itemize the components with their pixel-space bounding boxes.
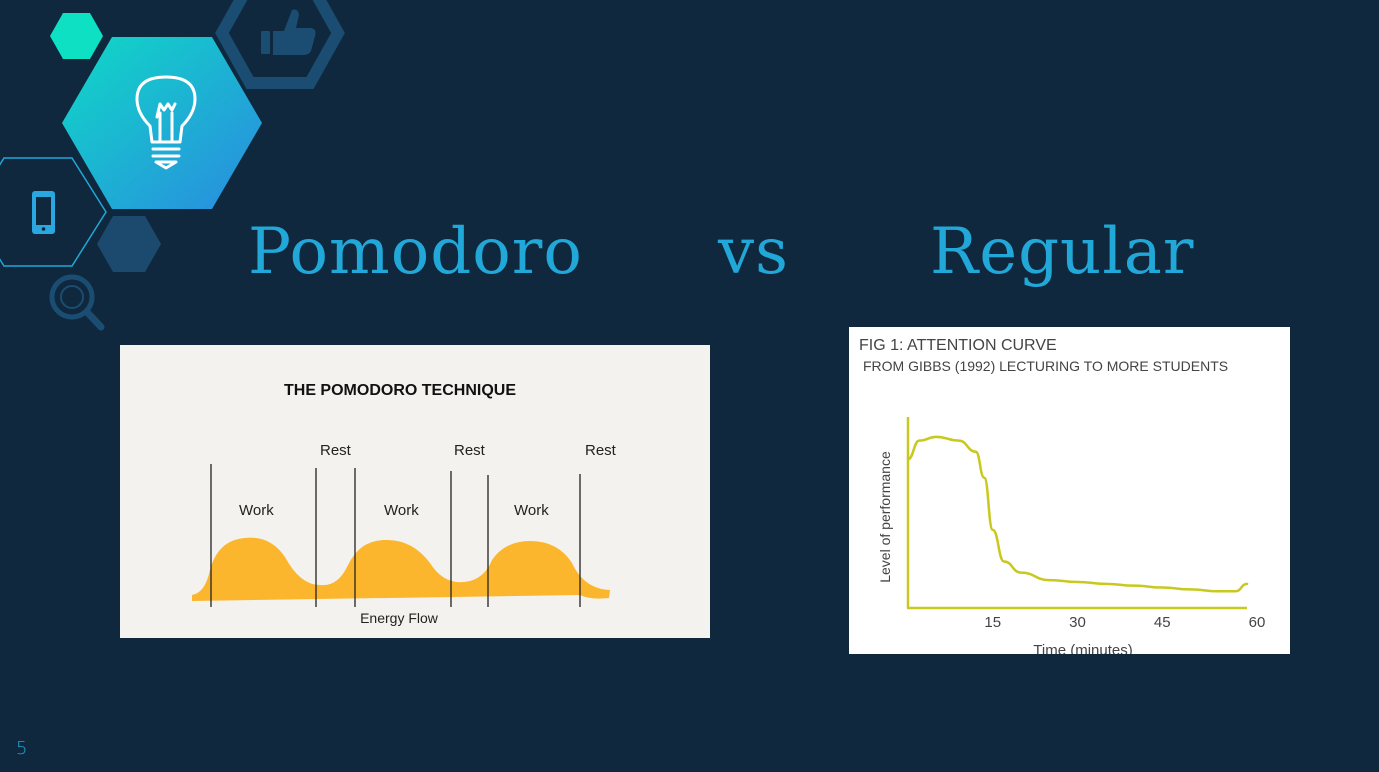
work-label: Work — [384, 502, 419, 519]
small-teal-hexagon — [50, 13, 103, 59]
outline-hexagon-left — [0, 157, 107, 267]
chart-subtitle: FROM GIBBS (1992) LECTURING TO MORE STUD… — [863, 358, 1228, 374]
x-tick-label: 30 — [1069, 614, 1086, 631]
magnifier-icon — [49, 274, 105, 331]
pomodoro-technique-image: THE POMODORO TECHNIQUE Rest Rest Rest Wo… — [120, 345, 710, 638]
y-axis-label: Level of performance — [877, 451, 893, 583]
hexagon-decoration — [0, 0, 345, 331]
thumbs-up-icon — [261, 9, 316, 55]
x-tick-labels: 15 30 45 60 — [984, 614, 1265, 631]
pomodoro-diagram: THE POMODORO TECHNIQUE Rest Rest Rest Wo… — [192, 382, 617, 626]
x-tick-label: 15 — [984, 614, 1001, 631]
chart-title: FIG 1: ATTENTION CURVE — [859, 337, 1057, 354]
energy-flow-caption: Energy Flow — [360, 610, 439, 626]
dark-hexagon — [97, 216, 161, 272]
phone-icon — [32, 191, 55, 234]
large-gradient-hexagon — [62, 37, 262, 209]
time-dividers — [210, 464, 581, 607]
energy-flow-shape — [192, 537, 610, 601]
title-word-pomodoro: Pomodoro — [248, 215, 583, 289]
work-label: Work — [239, 502, 274, 519]
rest-label: Rest — [320, 442, 352, 459]
work-label: Work — [514, 502, 549, 519]
x-tick-label: 45 — [1154, 614, 1171, 631]
outline-hexagon-top — [215, 0, 345, 89]
x-axis-label: Time (minutes) — [1033, 642, 1132, 654]
x-tick-label: 60 — [1249, 614, 1266, 631]
pomodoro-heading: THE POMODORO TECHNIQUE — [284, 382, 516, 399]
attention-curve-chart: FIG 1: ATTENTION CURVE FROM GIBBS (1992)… — [859, 337, 1265, 654]
attention-curve-image: FIG 1: ATTENTION CURVE FROM GIBBS (1992)… — [849, 327, 1290, 654]
lightbulb-icon — [135, 75, 197, 170]
slide-number: 5 — [16, 738, 28, 759]
slide-title: Pomodoro vs Regular — [248, 215, 1208, 305]
attention-curve-line — [906, 435, 1249, 593]
rest-label: Rest — [454, 442, 486, 459]
title-word-vs: vs — [718, 215, 789, 289]
rest-label: Rest — [585, 442, 617, 459]
title-word-regular: Regular — [930, 215, 1195, 289]
